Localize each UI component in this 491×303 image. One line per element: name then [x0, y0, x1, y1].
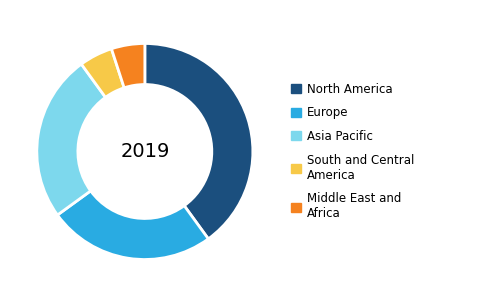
Wedge shape — [37, 64, 106, 215]
Text: 2019: 2019 — [120, 142, 169, 161]
Wedge shape — [82, 49, 124, 97]
Wedge shape — [57, 191, 208, 259]
Wedge shape — [111, 43, 145, 88]
Wedge shape — [145, 43, 253, 239]
Legend: North America, Europe, Asia Pacific, South and Central
America, Middle East and
: North America, Europe, Asia Pacific, Sou… — [291, 83, 414, 220]
